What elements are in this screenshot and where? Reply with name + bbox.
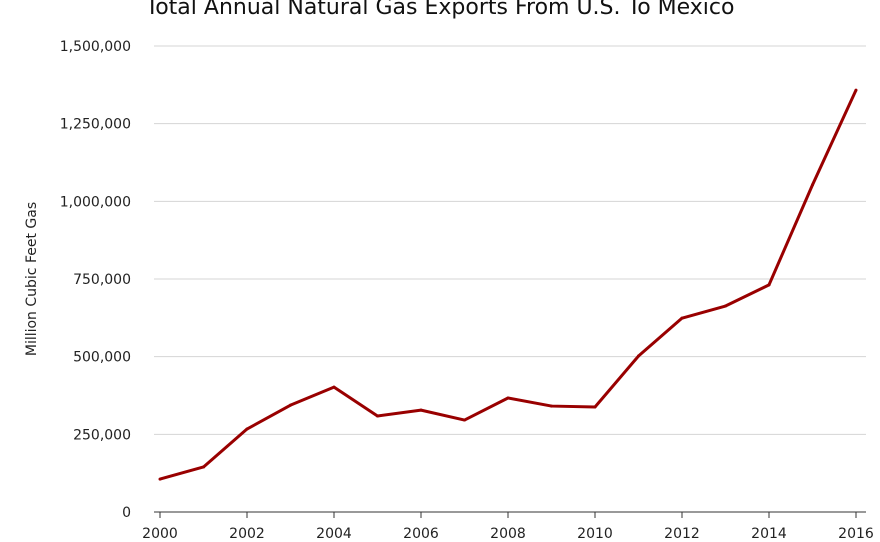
x-tick-label: 2014 <box>751 526 787 542</box>
data-point <box>419 408 423 412</box>
data-point <box>506 396 510 400</box>
x-tick-label: 2006 <box>403 526 439 542</box>
x-tick-label: 2010 <box>577 526 613 542</box>
data-point <box>680 316 684 320</box>
y-tick-label: 0 <box>122 505 131 521</box>
x-tick-label: 2002 <box>229 526 265 542</box>
data-point <box>811 183 814 187</box>
data-point <box>767 283 771 287</box>
x-tick-label: 2004 <box>316 526 352 542</box>
data-point <box>550 404 553 408</box>
x-tick-label: 2012 <box>664 526 700 542</box>
y-tick-label: 1,000,000 <box>60 194 131 210</box>
data-point <box>245 427 249 431</box>
data-point <box>463 418 466 422</box>
data-point <box>158 477 162 481</box>
chart-title: Total Annual Natural Gas Exports From U.… <box>145 0 735 20</box>
x-tick-label: 2000 <box>142 526 178 542</box>
y-tick-label: 750,000 <box>73 272 131 288</box>
data-point <box>376 414 379 418</box>
y-tick-label: 250,000 <box>73 427 131 443</box>
y-tick-label: 500,000 <box>73 350 131 366</box>
data-point <box>593 405 597 409</box>
data-point <box>854 88 858 92</box>
data-point <box>332 385 336 389</box>
series-line <box>159 89 858 481</box>
x-tick-label: 2016 <box>838 526 874 542</box>
data-point <box>724 304 727 308</box>
data-point <box>202 465 205 469</box>
data-point <box>289 403 292 407</box>
data-point <box>637 354 640 358</box>
y-tick-label: 1,250,000 <box>60 117 131 133</box>
y-axis-label: Million Cubic Feet Gas <box>24 202 40 356</box>
y-tick-label: 1,500,000 <box>60 39 131 55</box>
x-tick-label: 2008 <box>490 526 526 542</box>
